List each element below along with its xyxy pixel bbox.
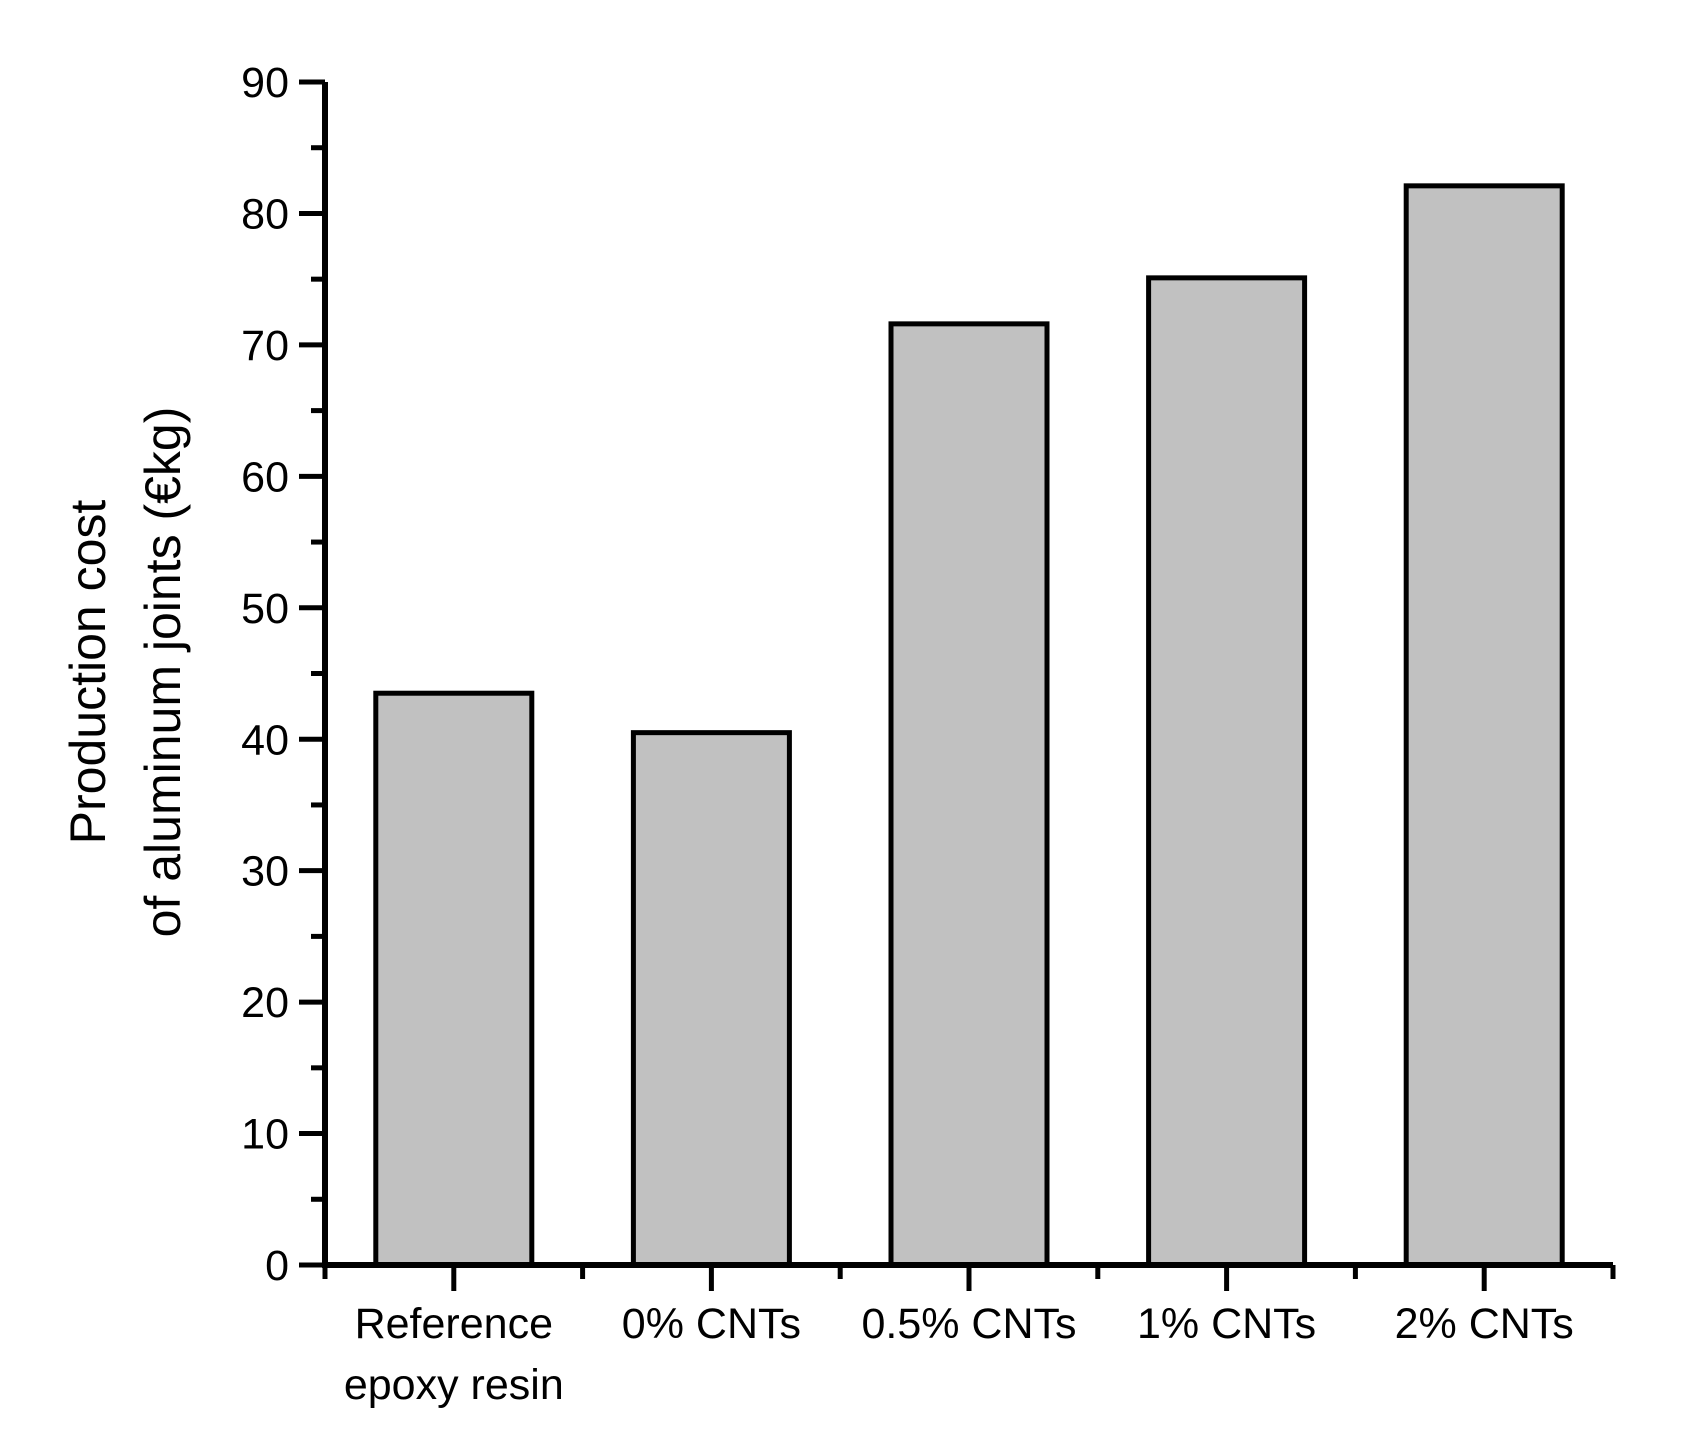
- y-axis-tick-label: 90: [241, 59, 289, 107]
- y-axis-tick-label: 10: [241, 1111, 289, 1159]
- bar-reference-epoxy-resin: [373, 690, 535, 1268]
- y-axis-tick-label: 50: [241, 585, 289, 633]
- y-axis-tick-label: 0: [265, 1242, 289, 1290]
- bar-1-cnts: [1146, 275, 1308, 1268]
- bar-2-cnts: [1403, 183, 1565, 1268]
- y-axis-tick-label: 70: [241, 322, 289, 370]
- y-axis-tick-label: 60: [241, 453, 289, 501]
- x-axis-category-label-2-cnts: 2% CNTs: [1395, 1300, 1574, 1348]
- y-axis-tick-label: 30: [241, 848, 289, 896]
- x-axis-category-label-0-5-cnts: 0.5% CNTs: [861, 1300, 1076, 1348]
- y-axis-title-line-1: Production cost: [60, 500, 116, 845]
- y-axis-tick-label: 20: [241, 979, 289, 1027]
- x-axis-category-label-reference-epoxy-resin: Reference: [355, 1300, 553, 1348]
- x-axis-category-label-1-cnts: 1% CNTs: [1137, 1300, 1316, 1348]
- bar-0-cnts: [630, 730, 792, 1268]
- y-axis-tick-label: 80: [241, 190, 289, 238]
- x-axis-category-label-0-cnts: 0% CNTs: [622, 1300, 801, 1348]
- y-axis-title-line-2: of aluminum joints (€kg): [135, 407, 191, 938]
- x-axis-category-label-reference-epoxy-resin: epoxy resin: [344, 1361, 564, 1409]
- y-axis-tick-label: 40: [241, 716, 289, 764]
- bar-0-5-cnts: [888, 321, 1050, 1268]
